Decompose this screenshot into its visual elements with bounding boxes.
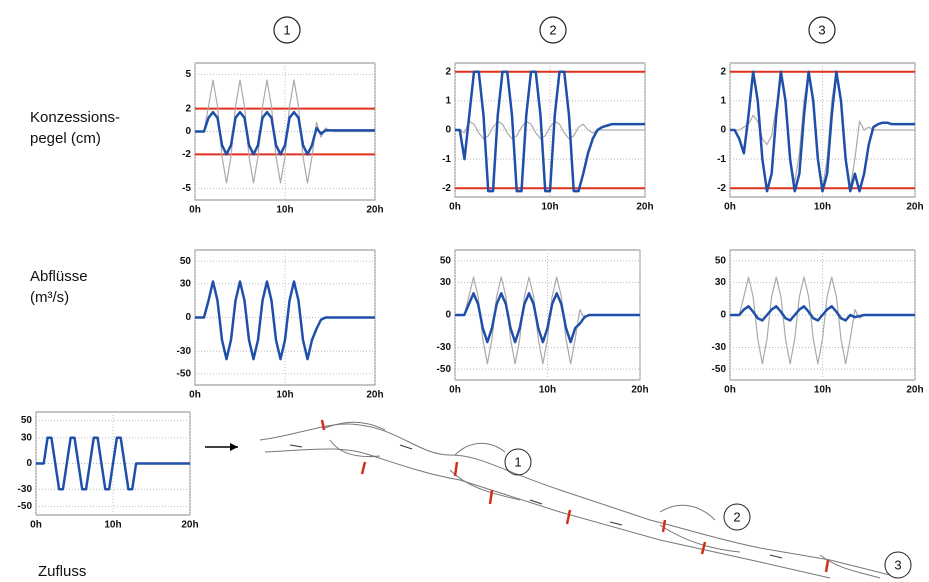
- series-line: [36, 436, 190, 491]
- y-tick-label: 50: [715, 255, 727, 266]
- river-bank: [259, 423, 891, 576]
- y-tick-label: 0: [26, 458, 32, 469]
- series-line: [730, 70, 915, 193]
- y-tick-label: -2: [717, 183, 726, 194]
- series-line: [455, 292, 640, 344]
- row-label: Zufluss: [38, 563, 86, 580]
- row-label: Konzessions-: [30, 109, 120, 126]
- x-tick-label: 0h: [724, 202, 736, 213]
- y-tick-label: -2: [182, 149, 191, 160]
- y-tick-label: -30: [18, 484, 33, 495]
- y-tick-label: 50: [440, 255, 452, 266]
- x-tick-label: 0h: [724, 385, 736, 396]
- weir: [320, 419, 830, 573]
- column-label: 3: [818, 22, 825, 37]
- x-tick-label: 20h: [366, 205, 383, 216]
- column-label: 2: [549, 22, 556, 37]
- x-tick-label: 20h: [906, 385, 923, 396]
- marker-circle: [273, 16, 301, 44]
- site-label: 1: [514, 454, 521, 469]
- x-tick-label: 20h: [631, 385, 648, 396]
- flow-arrows: [289, 444, 783, 559]
- x-tick-label: 20h: [181, 520, 198, 531]
- x-tick-label: 10h: [541, 202, 558, 213]
- y-tick-label: -30: [712, 342, 727, 353]
- row-label: (m³/s): [30, 289, 69, 306]
- y-tick-label: 50: [180, 256, 192, 267]
- y-tick-label: 2: [185, 103, 191, 114]
- series-line: [195, 110, 375, 156]
- row-label: Abflüsse: [30, 268, 88, 285]
- y-tick-label: 0: [720, 125, 726, 136]
- y-tick-label: 0: [185, 312, 191, 323]
- x-tick-label: 0h: [189, 205, 201, 216]
- x-tick-label: 10h: [276, 205, 293, 216]
- x-tick-label: 0h: [449, 202, 461, 213]
- x-tick-label: 10h: [104, 520, 121, 531]
- row-label: pegel (cm): [30, 130, 101, 147]
- arrow-head: [230, 443, 238, 451]
- y-tick-label: 0: [445, 125, 451, 136]
- series-line: [195, 280, 375, 361]
- y-tick-label: -50: [437, 364, 452, 375]
- y-tick-label: 30: [21, 432, 33, 443]
- y-tick-label: 1: [445, 96, 451, 107]
- y-tick-label: 0: [445, 310, 451, 321]
- y-tick-label: -50: [177, 368, 192, 379]
- y-tick-label: 30: [180, 278, 192, 289]
- y-tick-label: -50: [18, 501, 33, 512]
- x-tick-label: 20h: [906, 202, 923, 213]
- site-circle: [504, 448, 532, 476]
- y-tick-label: 2: [720, 66, 726, 77]
- flow-arrow: [289, 444, 783, 559]
- x-tick-label: 0h: [189, 390, 201, 401]
- weirs: [320, 419, 830, 573]
- x-tick-label: 0h: [449, 385, 461, 396]
- y-tick-label: 0: [185, 126, 191, 137]
- y-tick-label: -2: [442, 183, 451, 194]
- series-line: [455, 120, 645, 140]
- series-line: [455, 70, 645, 193]
- x-tick-label: 10h: [539, 385, 556, 396]
- site-label: 2: [733, 509, 740, 524]
- y-tick-label: -1: [442, 154, 451, 165]
- series-line: [730, 305, 915, 322]
- column-markers: [273, 16, 836, 44]
- x-tick-label: 10h: [276, 390, 293, 401]
- y-tick-label: 50: [21, 415, 33, 426]
- x-tick-label: 10h: [814, 385, 831, 396]
- river-branch: [329, 439, 881, 579]
- x-tick-label: 20h: [366, 390, 383, 401]
- column-label: 1: [283, 22, 290, 37]
- river-branch: [324, 421, 716, 521]
- y-tick-label: -30: [437, 342, 452, 353]
- y-tick-label: -30: [177, 346, 192, 357]
- y-tick-label: -1: [717, 154, 726, 165]
- y-tick-label: 0: [720, 310, 726, 321]
- river-diagram: [205, 419, 912, 579]
- river-bank: [264, 448, 831, 579]
- site-circle: [884, 551, 912, 579]
- y-tick-label: 1: [720, 96, 726, 107]
- marker-circle: [808, 16, 836, 44]
- site-circle: [723, 503, 751, 531]
- y-tick-label: 2: [445, 66, 451, 77]
- marker-circle: [539, 16, 567, 44]
- x-tick-label: 0h: [30, 520, 42, 531]
- x-tick-label: 10h: [814, 202, 831, 213]
- y-tick-label: -50: [712, 364, 727, 375]
- site-label: 3: [894, 557, 901, 572]
- y-tick-label: -5: [182, 183, 191, 194]
- y-tick-label: 30: [440, 277, 452, 288]
- x-tick-label: 20h: [636, 202, 653, 213]
- y-tick-label: 30: [715, 277, 727, 288]
- y-tick-label: 5: [185, 69, 191, 80]
